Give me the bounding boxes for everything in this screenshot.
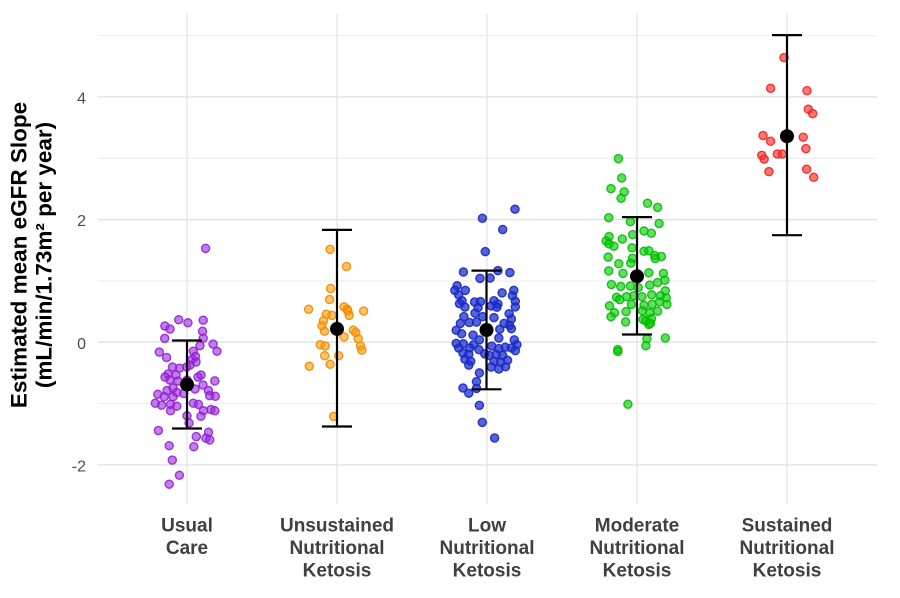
- svg-text:Unsustained: Unsustained: [280, 516, 394, 537]
- svg-text:2: 2: [77, 213, 86, 230]
- svg-text:0: 0: [77, 336, 86, 353]
- svg-text:Nutritional: Nutritional: [440, 538, 535, 559]
- svg-text:Low: Low: [468, 516, 506, 537]
- svg-text:4: 4: [77, 90, 86, 107]
- svg-text:-2: -2: [72, 458, 86, 475]
- svg-text:Moderate: Moderate: [595, 516, 679, 537]
- svg-text:Nutritional: Nutritional: [290, 538, 385, 559]
- svg-text:Ketosis: Ketosis: [453, 561, 522, 582]
- svg-text:Care: Care: [166, 538, 208, 559]
- svg-text:Nutritional: Nutritional: [590, 538, 685, 559]
- svg-text:Nutritional: Nutritional: [740, 538, 835, 559]
- svg-text:Sustained: Sustained: [742, 516, 833, 537]
- svg-text:Ketosis: Ketosis: [603, 561, 672, 582]
- svg-text:(mL/min/1.73m² per year): (mL/min/1.73m² per year): [32, 122, 57, 388]
- svg-text:Ketosis: Ketosis: [303, 561, 372, 582]
- svg-text:Estimated mean eGFR Slope: Estimated mean eGFR Slope: [7, 102, 32, 408]
- svg-text:Ketosis: Ketosis: [753, 561, 822, 582]
- svg-text:Usual: Usual: [161, 516, 213, 537]
